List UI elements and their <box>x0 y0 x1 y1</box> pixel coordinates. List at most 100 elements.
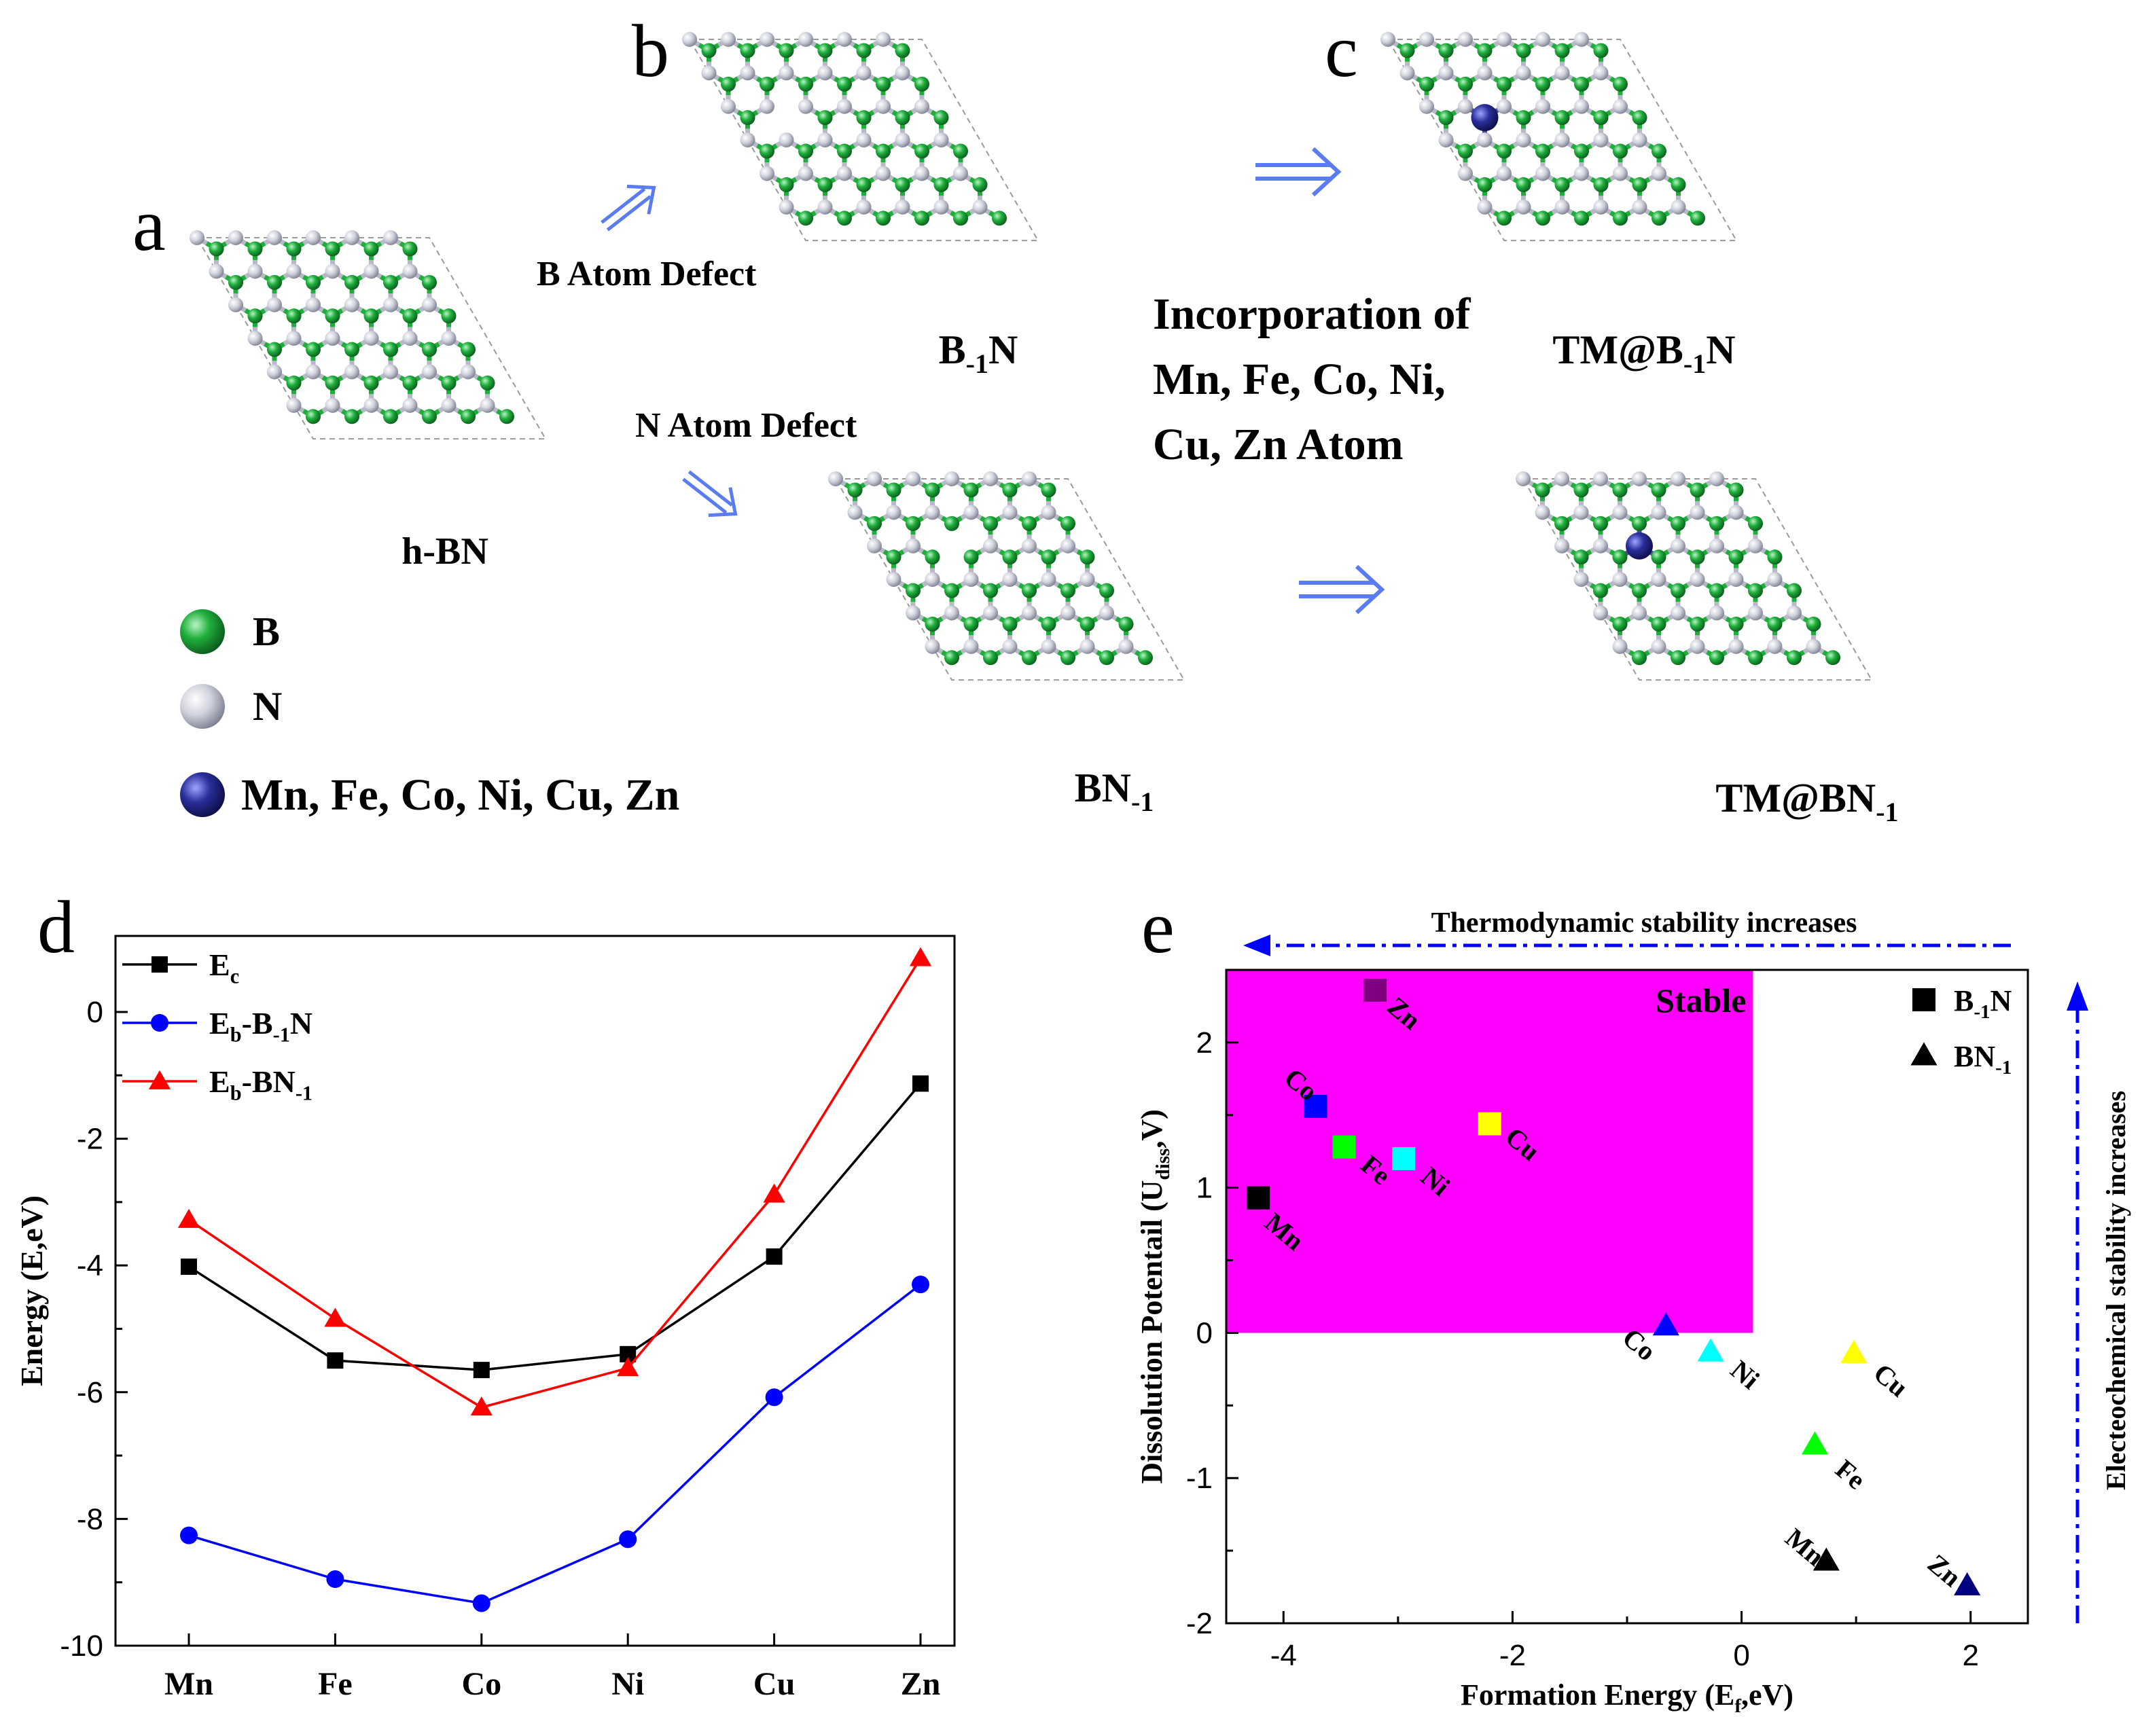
boron-atom <box>1079 549 1095 565</box>
boron-atom <box>325 375 340 391</box>
y-tick-label: -1 <box>1186 1462 1213 1495</box>
boron-atom <box>1477 177 1493 192</box>
boron-atom <box>856 43 872 58</box>
nitrogen-atom <box>914 98 929 114</box>
nitrogen-atom <box>1574 32 1589 47</box>
boron-atom <box>267 274 282 290</box>
x-tick-label: -2 <box>1499 1639 1526 1672</box>
boron-atom <box>1022 650 1037 666</box>
boron-atom <box>1728 616 1744 632</box>
boron-atom <box>325 241 340 257</box>
boron-atom <box>499 409 514 424</box>
boron-atom <box>817 177 833 192</box>
nitrogen-atom <box>983 605 998 621</box>
boron-atom <box>441 308 457 324</box>
x-tick-label: -4 <box>1270 1639 1297 1672</box>
nitrogen-atom <box>1099 605 1114 621</box>
nitrogen-atom <box>1419 32 1434 47</box>
nitrogen-atom <box>286 331 302 346</box>
boron-atom <box>383 409 398 424</box>
boron-atom <box>983 650 998 666</box>
nitrogen-atom <box>1554 199 1570 215</box>
data-point <box>1801 1431 1829 1455</box>
nitrogen-atom <box>1079 572 1095 587</box>
boron-atom <box>1709 650 1724 666</box>
boron-atom <box>1613 76 1628 92</box>
stable-region <box>1226 970 1753 1333</box>
boron-atom <box>1079 616 1095 632</box>
boron-atom <box>1041 549 1056 565</box>
nitrogen-atom <box>363 264 379 279</box>
x-tick-label: Fe <box>318 1666 353 1702</box>
data-point <box>180 1526 198 1544</box>
boron-atom <box>441 375 457 391</box>
tm-atom <box>1471 104 1499 132</box>
plot-frame <box>114 935 956 1647</box>
boron-atom <box>1767 549 1783 565</box>
nitrogen-atom <box>953 166 968 181</box>
boron-atom <box>1138 650 1153 666</box>
nitrogen-atom <box>1554 471 1569 486</box>
double-arrow-icon <box>1299 564 1385 615</box>
panel-letter-a: a <box>132 183 166 266</box>
nitrogen-atom <box>906 605 921 621</box>
nitrogen-atom <box>1002 505 1018 520</box>
boron-atom <box>1652 211 1666 226</box>
boron-atom <box>247 241 263 257</box>
y-tick-label: 0 <box>87 996 103 1029</box>
nitrogen-atom <box>1671 199 1686 215</box>
panel-c: c TM@B-1N TM@BN-1 <box>1325 10 1899 827</box>
boron-atom <box>422 342 437 357</box>
nitrogen-atom <box>798 166 813 181</box>
nitrogen-atom <box>886 572 902 587</box>
nitrogen-atom <box>779 132 794 148</box>
boron-atom <box>876 143 891 159</box>
boron-atom <box>461 342 476 357</box>
incorporation-line-3: Cu, Zn Atom <box>1153 420 1404 469</box>
legend-label-nitrogen: N <box>253 684 282 729</box>
nitrogen-atom <box>760 32 774 47</box>
incorporation-line-2: Mn, Fe, Co, Ni, <box>1153 355 1446 404</box>
nitrogen-atom <box>1041 638 1056 654</box>
nitrogen-atom <box>402 331 418 346</box>
nitrogen-atom <box>817 199 833 215</box>
transition-arrows <box>601 147 1385 615</box>
boron-atom <box>1573 482 1589 498</box>
nitrogen-atom <box>983 538 998 554</box>
boron-atom <box>1554 110 1570 126</box>
boron-atom <box>895 110 910 126</box>
nitrogen-atom <box>925 505 940 520</box>
nitrogen-atom <box>876 98 891 114</box>
nitrogen-atom <box>1806 638 1821 654</box>
nitrogen-atom <box>1593 199 1609 215</box>
data-point <box>619 1530 637 1549</box>
nitrogen-atom <box>1535 166 1550 181</box>
nitrogen-atom <box>306 297 321 312</box>
boron-atom <box>1632 177 1647 192</box>
y-tick-label: -2 <box>77 1123 103 1156</box>
nitrogen-atom <box>876 166 891 181</box>
lattice-bn-1 <box>828 471 1185 681</box>
nitrogen-atom <box>1458 166 1473 181</box>
nitrogen-atom <box>286 264 302 279</box>
data-point <box>766 1248 783 1265</box>
boron-atom <box>1671 177 1686 192</box>
boron-atom <box>1806 616 1821 632</box>
x-tick-label: 2 <box>1962 1639 1978 1672</box>
boron-atom <box>1516 43 1531 58</box>
nitrogen-atom <box>1728 572 1744 587</box>
boron-atom <box>972 177 988 192</box>
caption-tm-b-1n: TM@B-1N <box>1552 327 1735 379</box>
nitrogen-atom <box>1632 605 1647 621</box>
legend-marker <box>148 1070 171 1089</box>
y-tick-label: -10 <box>60 1629 103 1663</box>
nitrogen-atom <box>682 32 697 47</box>
nitrogen-atom <box>1516 65 1531 81</box>
nitrogen-atom <box>325 331 340 346</box>
boron-atom <box>383 274 398 290</box>
boron-atom <box>740 110 755 126</box>
nitrogen-atom <box>856 199 872 215</box>
nitrogen-atom <box>1573 505 1589 520</box>
panel-d: d -10 -8 -6 -4 -2 0 Mn Fe Co Ni Cu Zn Energy (E,eV) E… <box>14 886 956 1702</box>
boron-atom <box>1690 211 1705 226</box>
